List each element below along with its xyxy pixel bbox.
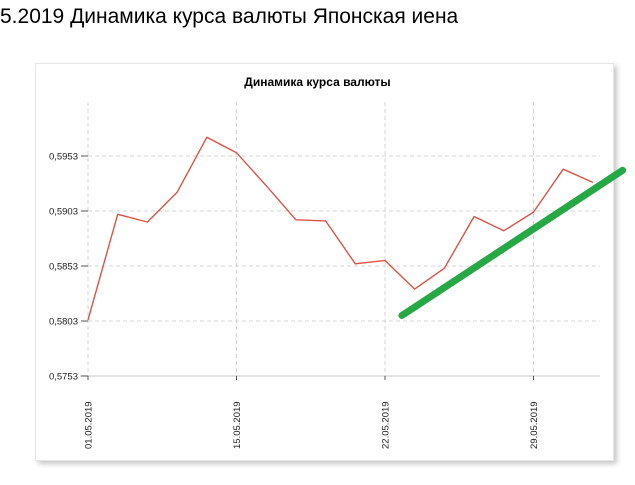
chart-title: Динамика курса валюты bbox=[244, 75, 391, 89]
chart-card bbox=[35, 63, 614, 461]
page-title: 5.2019 Динамика курса валюты Японская ие… bbox=[0, 5, 459, 28]
